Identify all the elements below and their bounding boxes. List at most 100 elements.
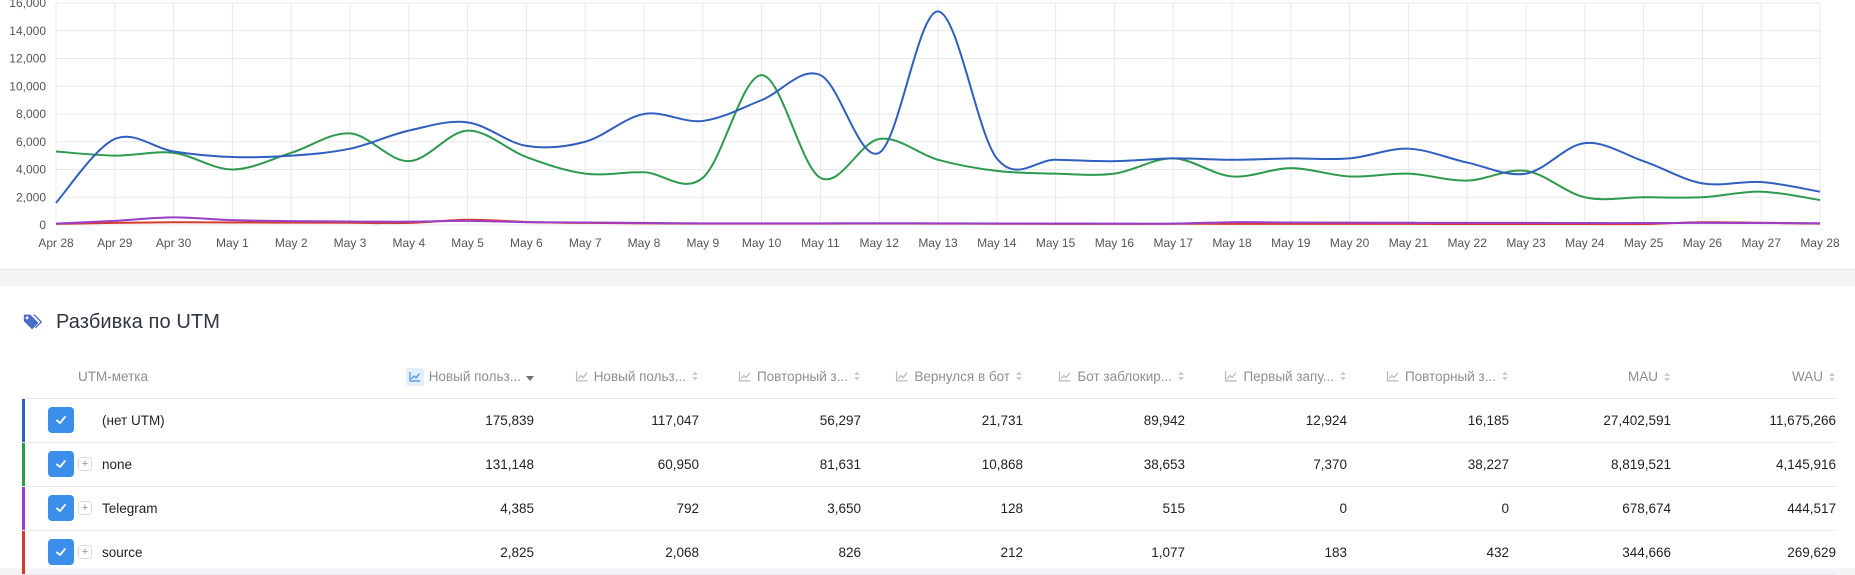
column-header[interactable]: Бот заблокир... — [1023, 356, 1185, 399]
utm-name-cell: + source — [25, 530, 368, 575]
check-icon — [56, 416, 66, 424]
check-icon — [56, 460, 66, 468]
column-header[interactable]: Повторный з... — [1347, 356, 1509, 399]
column-header[interactable]: Вернулся в бот — [861, 356, 1023, 399]
column-header-label: Повторный з... — [756, 368, 848, 384]
metric-cell: 2,068 — [534, 530, 699, 575]
column-header-label: UTM-метка — [78, 369, 148, 385]
x-tick-label: May 28 — [1800, 236, 1840, 250]
x-tick-label: May 11 — [801, 236, 840, 250]
row-checkbox[interactable] — [48, 407, 74, 433]
metric-cell: 183 — [1185, 530, 1347, 575]
table-row[interactable]: + Telegram 4,385 792 3,650 128 515 0 0 678,674 444… — [22, 486, 1836, 531]
sort-icon — [1829, 372, 1835, 382]
series-color-bar — [22, 486, 25, 530]
metric-cell: 4,385 — [368, 486, 534, 531]
row-color-marker — [22, 486, 25, 531]
column-header[interactable]: Новый польз... — [368, 356, 534, 399]
sort-icon — [692, 371, 698, 381]
expand-plus-icon[interactable]: + — [78, 501, 92, 515]
utm-name-cell: + none — [25, 442, 368, 487]
x-tick-label: May 1 — [216, 236, 249, 250]
x-tick-label: May 10 — [742, 236, 782, 250]
x-tick-label: May 9 — [686, 236, 719, 250]
metric-cell: 212 — [861, 530, 1023, 575]
y-tick-label: 0 — [39, 218, 46, 232]
column-header[interactable]: Повторный з... — [699, 356, 861, 399]
sort-icon — [854, 371, 860, 381]
column-header-content: WAU — [1792, 369, 1836, 384]
y-tick-label: 2,000 — [16, 190, 46, 204]
column-header-label: Вернулся в бот — [914, 368, 1010, 384]
metric-cell: 131,148 — [368, 442, 534, 487]
utm-breakdown-card: Разбивка по UTM UTM-метка Новый польз...… — [0, 286, 1855, 575]
chart-toggle-icon[interactable] — [1058, 370, 1072, 382]
row-checkbox[interactable] — [48, 539, 74, 565]
utm-name-wrap: + none — [25, 451, 368, 477]
metric-cell: 2,825 — [368, 530, 534, 575]
chart-toggle-icon[interactable] — [405, 367, 424, 386]
x-tick-label: May 15 — [1036, 236, 1076, 250]
sort-icon — [1340, 371, 1346, 381]
column-header-content: Повторный з... — [1386, 369, 1509, 384]
y-tick-label: 12,000 — [9, 52, 46, 66]
y-tick-label: 8,000 — [16, 107, 46, 121]
table-body: +(нет UTM)175,839117,04756,29721,73189,9… — [22, 398, 1836, 575]
metric-cell: 7,370 — [1185, 442, 1347, 487]
column-header[interactable]: Первый запу... — [1185, 356, 1347, 399]
y-tick-label: 10,000 — [9, 79, 46, 93]
metric-cell: 444,517 — [1671, 486, 1836, 531]
column-header[interactable]: Новый польз... — [534, 356, 699, 399]
metric-cell: 269,629 — [1671, 530, 1836, 575]
column-header[interactable]: WAU — [1671, 356, 1836, 399]
expand-plus-icon[interactable]: + — [78, 457, 92, 471]
row-checkbox[interactable] — [48, 495, 74, 521]
x-tick-label: Apr 29 — [97, 236, 133, 250]
x-tick-label: May 13 — [918, 236, 958, 250]
row-color-marker — [22, 442, 25, 487]
column-header[interactable]: MAU — [1509, 356, 1671, 399]
x-tick-label: May 12 — [860, 236, 900, 250]
utm-name: none — [102, 456, 133, 472]
utm-name-wrap: +(нет UTM) — [25, 407, 368, 433]
column-header-content: Бот заблокир... — [1058, 369, 1185, 384]
metric-cell: 432 — [1347, 530, 1509, 575]
column-header-content: Вернулся в бот — [895, 369, 1023, 384]
series-line — [55, 74, 1821, 202]
x-tick-label: May 4 — [392, 236, 425, 250]
chart-toggle-icon[interactable] — [1224, 370, 1238, 382]
metric-cell: 12,924 — [1185, 398, 1347, 443]
table-row[interactable]: + source 2,825 2,068 826 212 1,077 183 432 344,66… — [22, 530, 1836, 575]
x-tick-label: May 6 — [510, 236, 543, 250]
metric-cell: 16,185 — [1347, 398, 1509, 443]
metric-cell: 826 — [699, 530, 861, 575]
series-color-bar — [22, 398, 25, 442]
column-header-label: MAU — [1628, 369, 1658, 385]
column-header-content: Новый польз... — [405, 367, 534, 386]
series-color-bar — [22, 442, 25, 486]
metric-cell: 128 — [861, 486, 1023, 531]
metric-cell: 60,950 — [534, 442, 699, 487]
metric-cell: 0 — [1347, 486, 1509, 531]
table-row[interactable]: +(нет UTM)175,839117,04756,29721,73189,9… — [22, 398, 1836, 443]
chart-toggle-icon[interactable] — [895, 370, 909, 382]
column-header-utm[interactable]: UTM-метка — [25, 356, 368, 399]
expand-plus-icon[interactable]: + — [78, 545, 92, 559]
row-checkbox[interactable] — [48, 451, 74, 477]
y-tick-label: 14,000 — [9, 24, 46, 38]
sort-desc-icon — [526, 375, 534, 381]
utm-name: source — [102, 544, 143, 560]
metric-cell: 27,402,591 — [1509, 398, 1671, 443]
chart-toggle-icon[interactable] — [1386, 370, 1400, 382]
column-header-content: Первый запу... — [1224, 369, 1347, 384]
utm-table: UTM-метка Новый польз... Новый польз... По… — [22, 356, 1836, 575]
chart-toggle-icon[interactable] — [738, 370, 752, 382]
tags-icon — [23, 314, 43, 330]
section-header: Разбивка по UTM — [22, 308, 220, 336]
chart-toggle-icon[interactable] — [575, 370, 589, 382]
column-header-label: Бот заблокир... — [1077, 368, 1172, 384]
metric-cell: 1,077 — [1023, 530, 1185, 575]
column-header-label: Повторный з... — [1404, 368, 1496, 384]
column-header-content: Повторный з... — [738, 369, 861, 384]
table-row[interactable]: + none 131,148 60,950 81,631 10,868 38,653 7,37… — [22, 442, 1836, 487]
